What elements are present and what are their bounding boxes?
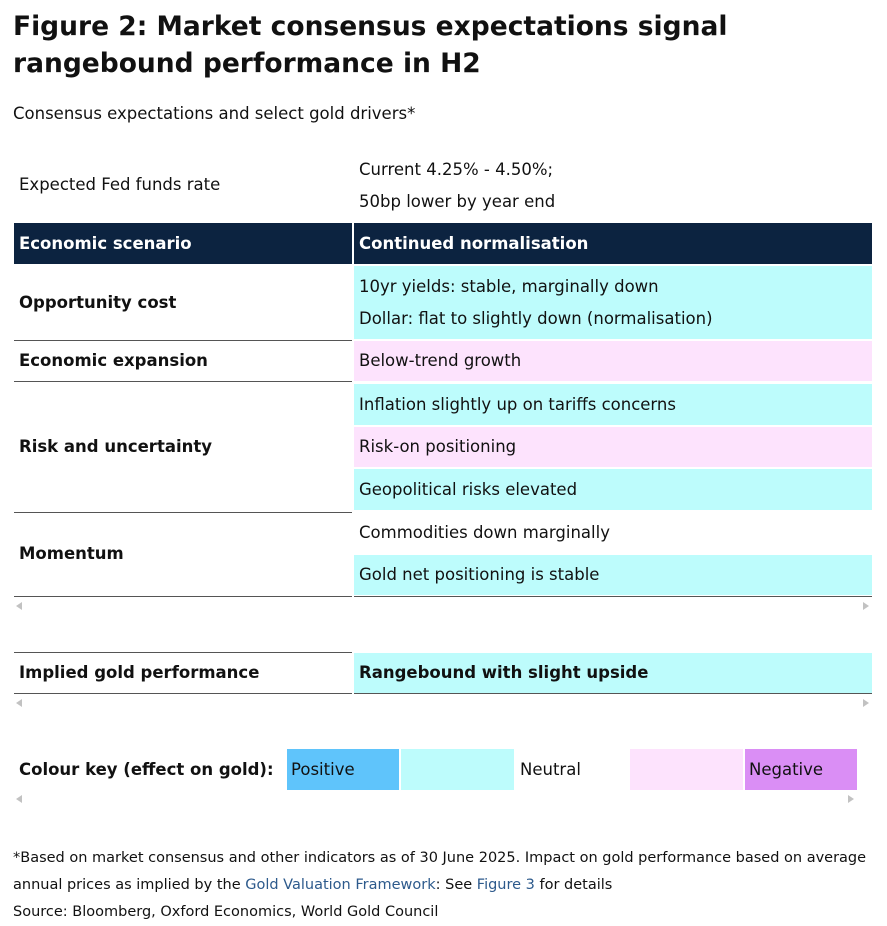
scroll-left-arrow[interactable] (16, 795, 22, 803)
footnote: *Based on market consensus and other ind… (13, 845, 883, 926)
implied-bottom-border (354, 693, 872, 694)
implied-top-border (14, 652, 352, 653)
figure-3-link[interactable]: Figure 3 (476, 877, 535, 893)
row-risk-inflation-value: Inflation slightly up on tariffs concern… (354, 384, 872, 425)
fed-rate-label: Expected Fed funds rate (19, 175, 221, 194)
row-risk-uncertainty-label: Risk and uncertainty (19, 437, 213, 456)
colour-key-negative: Negative (745, 749, 857, 790)
gold-valuation-framework-link[interactable]: Gold Valuation Framework (245, 877, 436, 893)
row-economic-expansion-label: Economic expansion (19, 351, 208, 370)
scroll-right-arrow[interactable] (863, 699, 869, 707)
header-continued-normalisation: Continued normalisation (354, 223, 872, 264)
scroll-left-arrow[interactable] (16, 602, 22, 610)
row-opportunity-cost-label: Opportunity cost (19, 292, 177, 312)
fed-rate-value: Current 4.25% - 4.50%; 50bp lower by yea… (359, 160, 556, 211)
row-divider (14, 340, 352, 341)
figure-title: Figure 2: Market consensus expectations … (13, 11, 728, 79)
row-momentum-positioning-value: Gold net positioning is stable (354, 555, 872, 595)
implied-performance-value: Rangebound with slight upside (354, 653, 872, 693)
scroll-right-arrow[interactable] (863, 602, 869, 610)
implied-performance-label: Implied gold performance (19, 663, 260, 682)
row-momentum-commodities-value: Commodities down marginally (359, 523, 610, 542)
scroll-right-arrow[interactable] (848, 795, 854, 803)
row-risk-positioning-value: Risk-on positioning (354, 427, 872, 467)
row-divider (14, 381, 352, 382)
colour-key-neutral: Neutral (520, 760, 581, 779)
row-momentum-label: Momentum (19, 544, 124, 563)
row-risk-geopolitical-value: Geopolitical risks elevated (354, 469, 872, 510)
colour-key-slightly-positive (401, 749, 514, 790)
footnote-line: annual prices as implied by the Gold Val… (13, 877, 613, 893)
scroll-left-arrow[interactable] (16, 699, 22, 707)
colour-key-slightly-negative (630, 749, 743, 790)
implied-bottom-border (14, 693, 352, 694)
colour-key-positive: Positive (287, 749, 399, 790)
header-economic-scenario: Economic scenario (14, 223, 352, 264)
colour-key-label: Colour key (effect on gold): (19, 760, 274, 779)
figure-subtitle: Consensus expectations and select gold d… (13, 104, 416, 123)
row-opportunity-cost-value: 10yr yields: stable, marginally down Dol… (354, 266, 872, 339)
footnote-line: *Based on market consensus and other ind… (13, 850, 867, 866)
source-line: Source: Bloomberg, Oxford Economics, Wor… (13, 904, 439, 920)
row-divider (14, 512, 352, 513)
table-bottom-border (14, 596, 352, 597)
row-economic-expansion-value: Below-trend growth (354, 341, 872, 381)
table-bottom-border (354, 596, 872, 597)
